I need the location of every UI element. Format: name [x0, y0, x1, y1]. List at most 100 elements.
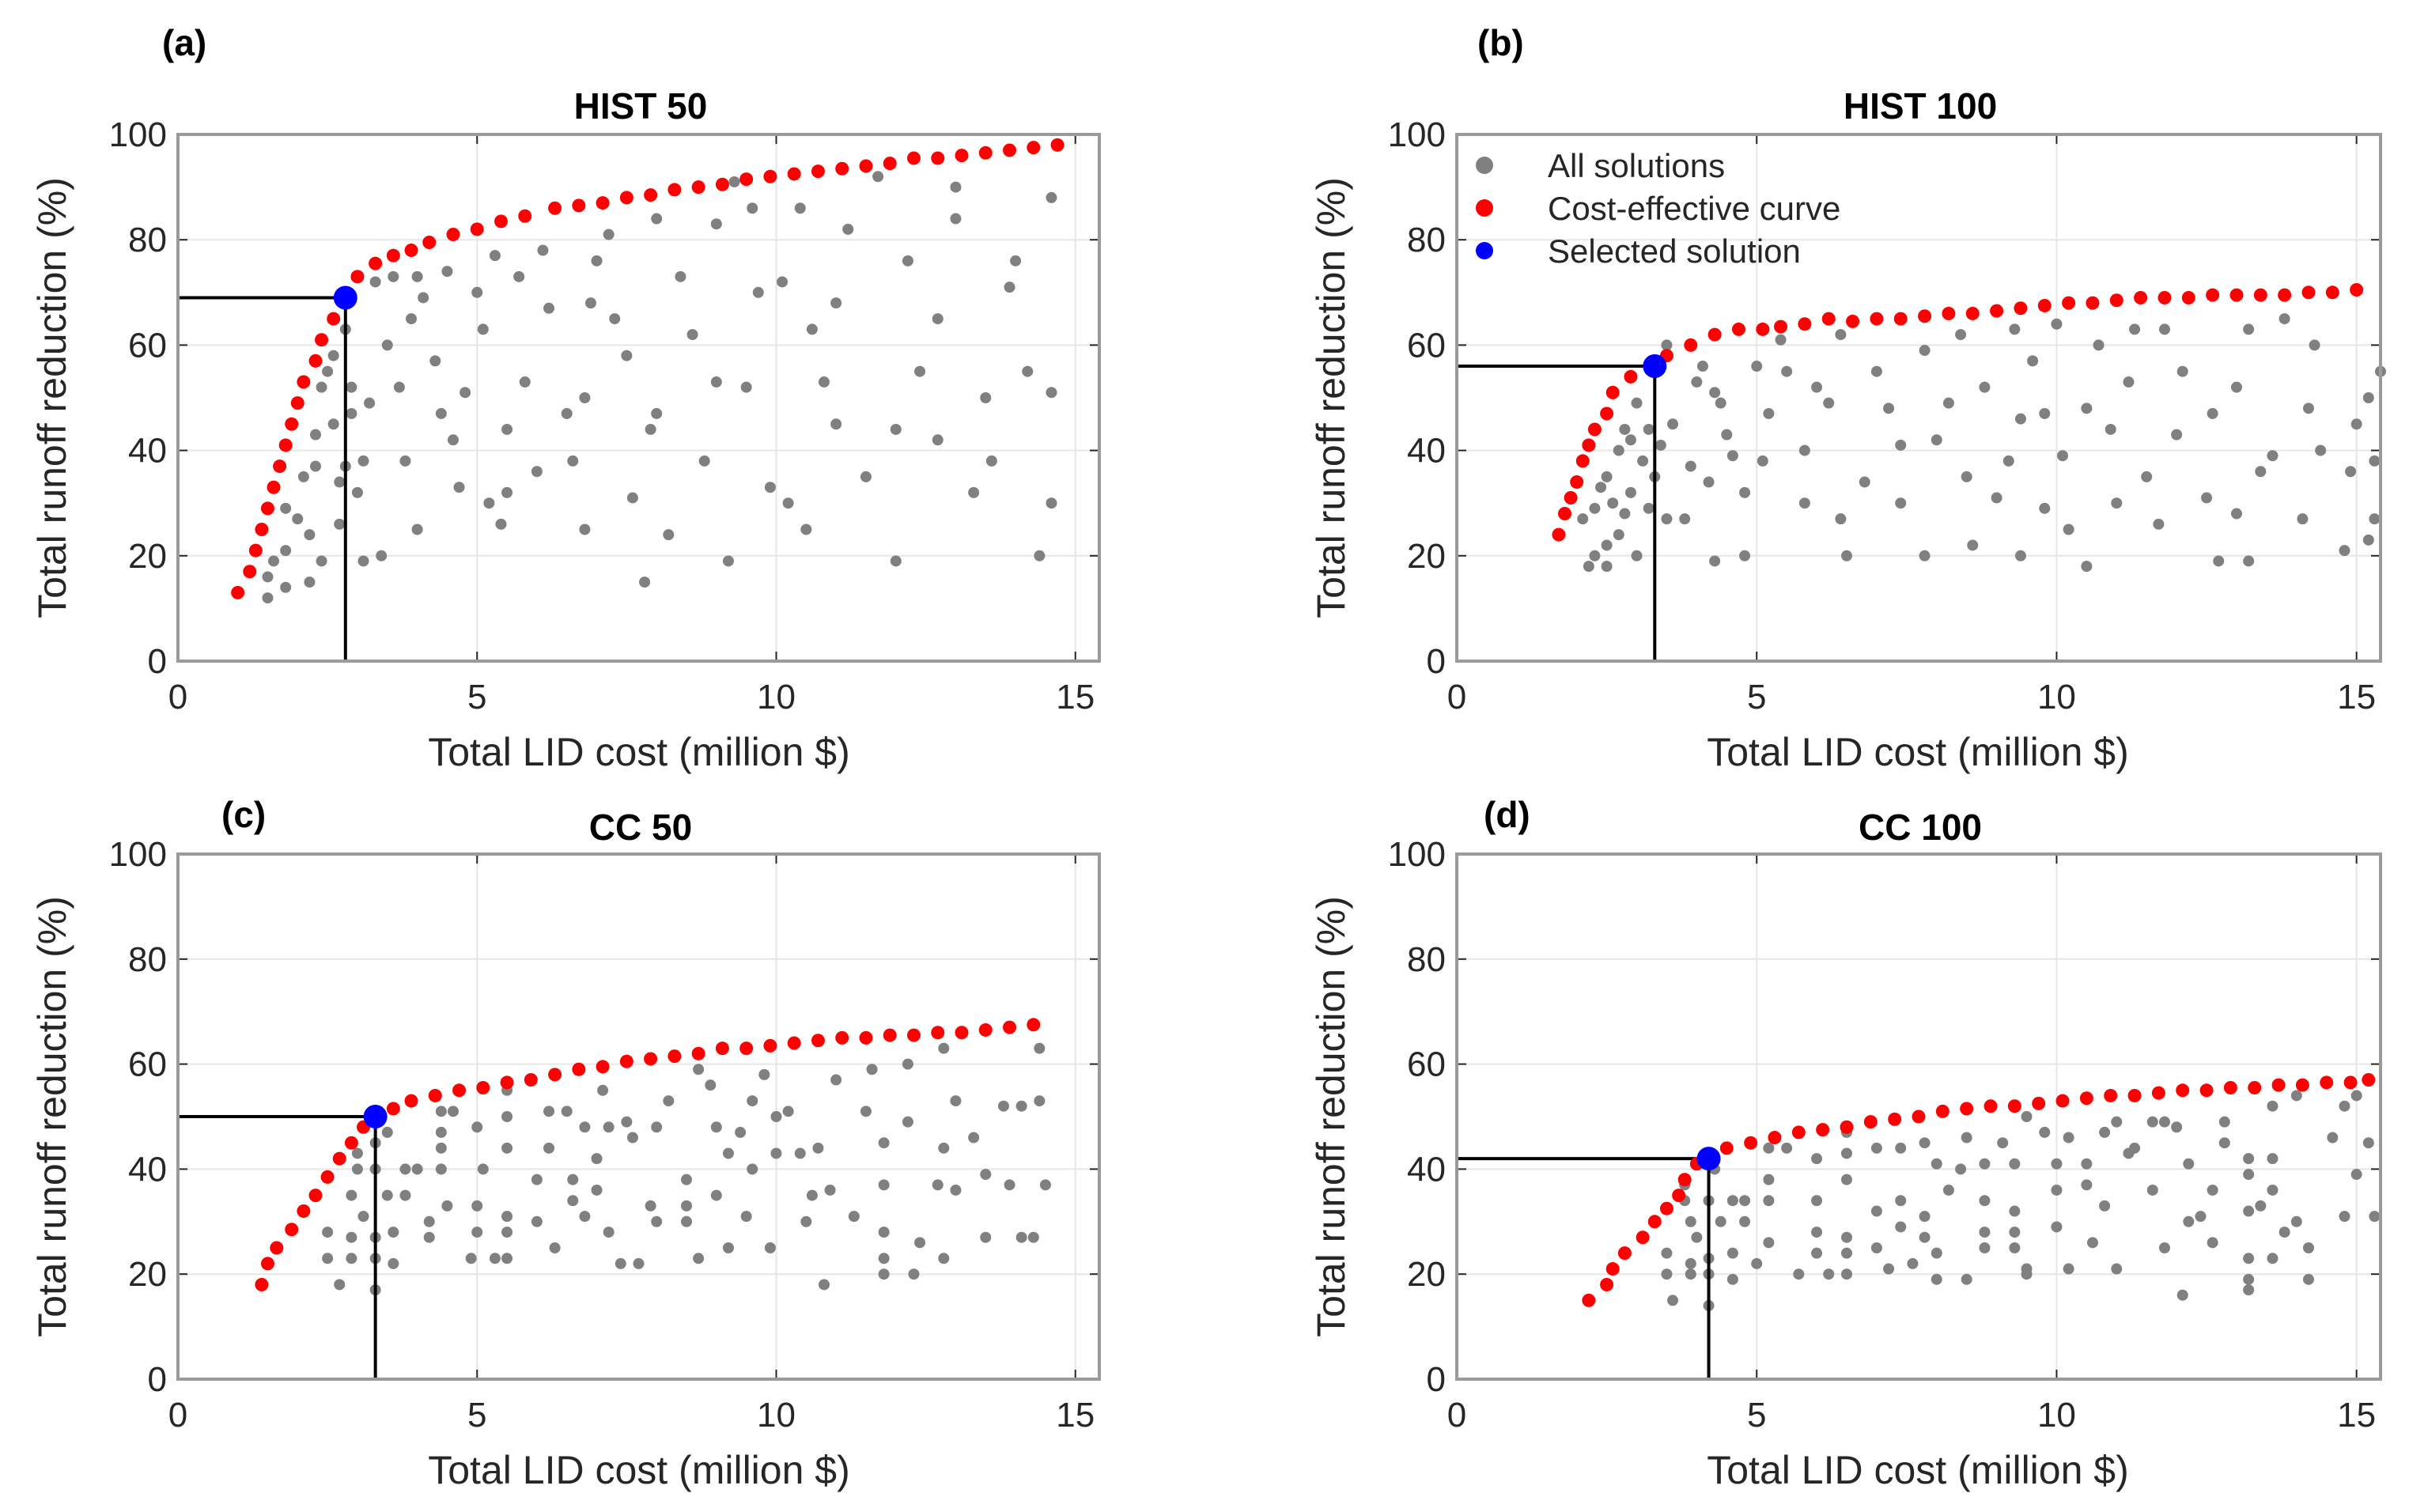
- cost-effective-point: [1707, 327, 1722, 342]
- solution-point: [1811, 381, 1823, 393]
- solution-point: [1709, 387, 1721, 399]
- solution-point: [471, 1121, 483, 1133]
- solution-point: [1840, 1247, 1852, 1259]
- solution-point: [1715, 397, 1726, 409]
- solution-point: [1931, 434, 1942, 446]
- solution-point: [1840, 1147, 1852, 1159]
- solution-point: [1703, 476, 1715, 488]
- solution-point: [2230, 381, 2242, 393]
- solution-point: [2350, 1169, 2362, 1181]
- solution-point: [806, 323, 818, 335]
- solution-point: [1811, 1227, 1823, 1238]
- solution-point: [747, 202, 758, 214]
- solution-point: [501, 1142, 513, 1154]
- selected-solution-point: [1643, 354, 1667, 379]
- solution-point: [351, 1147, 363, 1159]
- solution-point: [346, 407, 357, 419]
- solution-point: [1015, 1100, 1027, 1112]
- solution-point: [501, 423, 513, 435]
- solution-point: [579, 1211, 591, 1223]
- cost-effective-point: [644, 1052, 658, 1066]
- solution-point: [2279, 1227, 2290, 1238]
- solution-point: [309, 460, 321, 472]
- solution-point: [1015, 1231, 1027, 1243]
- solution-point: [1715, 1215, 1726, 1227]
- solution-point: [346, 1189, 357, 1201]
- solution-point: [2207, 407, 2218, 419]
- y-tick-label: 0: [148, 1360, 167, 1399]
- solution-point: [2158, 323, 2170, 335]
- solution-point: [304, 529, 316, 541]
- solution-point: [2158, 1242, 2170, 1253]
- cost-effective-point: [667, 183, 682, 197]
- cost-effective-point: [270, 1241, 284, 1255]
- solution-point: [2146, 1116, 2158, 1128]
- solution-point: [399, 1163, 411, 1175]
- cost-effective-point: [2325, 285, 2339, 300]
- solution-point: [2327, 1132, 2339, 1143]
- cost-effective-point: [1672, 1189, 1686, 1203]
- solution-point: [543, 1106, 555, 1117]
- solution-point: [2207, 1237, 2218, 1249]
- solution-point: [322, 1253, 334, 1264]
- cost-effective-point: [1582, 438, 1596, 452]
- cost-effective-point: [2079, 1091, 2093, 1106]
- solution-point: [406, 313, 418, 325]
- cost-effective-point: [883, 1028, 897, 1042]
- solution-point: [364, 397, 376, 409]
- cost-effective-point: [278, 438, 293, 452]
- solution-point: [2105, 423, 2116, 435]
- cost-effective-point: [285, 1223, 299, 1237]
- cost-effective-point: [2278, 288, 2292, 302]
- solution-point: [2339, 545, 2350, 557]
- cost-effective-point: [1027, 141, 1041, 155]
- solution-point: [1726, 1195, 1738, 1207]
- solution-point: [1979, 1227, 1991, 1238]
- solution-point: [675, 270, 686, 282]
- solution-point: [800, 1215, 812, 1227]
- solution-point: [543, 1142, 555, 1154]
- solution-point: [710, 376, 722, 388]
- solution-point: [2086, 1237, 2098, 1249]
- solution-point: [1589, 502, 1601, 514]
- cost-effective-point: [644, 188, 658, 202]
- cost-effective-point: [255, 1277, 269, 1291]
- solution-point: [567, 1174, 579, 1185]
- solution-point: [418, 292, 429, 304]
- chart-title: HIST 50: [574, 85, 708, 127]
- panel-d: 0 5 10 15 0 20 40 60 80 100 (d) CC 100 Total LID …: [1309, 794, 2382, 1492]
- solution-point: [2339, 1100, 2350, 1112]
- y-tick-label: 40: [1407, 432, 1446, 471]
- solution-point: [2362, 392, 2374, 403]
- solution-point: [1004, 282, 1015, 293]
- solution-point: [1739, 1215, 1751, 1227]
- cost-effective-point: [1659, 1201, 1673, 1215]
- solution-point: [1589, 550, 1601, 561]
- solution-point: [280, 502, 292, 514]
- solution-point: [1595, 482, 1607, 493]
- cost-effective-point: [1744, 1136, 1758, 1150]
- cost-effective-point: [1798, 317, 1812, 331]
- cost-effective-point: [667, 1049, 682, 1064]
- cost-effective-point: [1575, 454, 1590, 468]
- solution-point: [2183, 1158, 2195, 1170]
- solution-point: [698, 455, 710, 467]
- solution-point: [1034, 1042, 1046, 1054]
- solution-point: [848, 1211, 860, 1223]
- solution-point: [2146, 1184, 2158, 1196]
- solution-point: [501, 486, 513, 498]
- x-tick-label: 5: [467, 678, 486, 716]
- solution-point: [710, 1121, 722, 1133]
- solution-point: [2027, 355, 2039, 367]
- solution-point: [1907, 1257, 1919, 1269]
- cost-effective-point: [494, 214, 509, 229]
- solution-point: [1034, 550, 1046, 561]
- y-tick-label: 80: [128, 940, 167, 979]
- solution-point: [2243, 1169, 2255, 1181]
- cost-effective-point: [308, 353, 323, 368]
- solution-point: [2267, 450, 2279, 462]
- x-axis-label: Total LID cost (million $): [1707, 1448, 2129, 1492]
- selected-solution-point: [333, 285, 357, 310]
- solution-point: [2201, 492, 2213, 504]
- solution-point: [2171, 429, 2183, 440]
